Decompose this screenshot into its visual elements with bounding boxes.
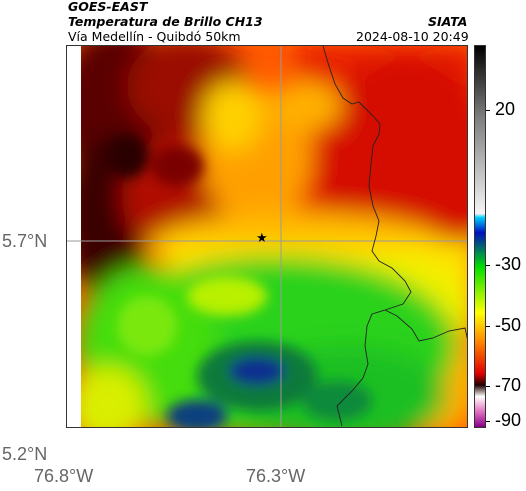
colorbar-tick: [486, 326, 490, 327]
colorbar: [474, 45, 486, 428]
colorbar-label: 20: [495, 99, 516, 119]
department-border-line: [322, 46, 412, 427]
lat-tick-label: 5.7°N: [2, 231, 48, 251]
org-label: SIATA: [428, 14, 468, 29]
route-label: Vía Medellín - Quibdó 50km: [68, 29, 241, 44]
satellite-title: GOES-EAST: [68, 0, 148, 14]
brightness-temperature-map: ★: [66, 45, 468, 428]
colorbar-label: -30: [495, 254, 522, 274]
colorbar-tick: [486, 386, 490, 387]
colorbar-label: -70: [495, 375, 522, 395]
product-title: Temperatura de Brillo CH13: [68, 14, 263, 29]
colorbar-label: -50: [495, 315, 522, 335]
colorbar-tick: [486, 265, 490, 266]
temperature-field: [81, 46, 467, 427]
datetime-label: 2024-08-10 20:49: [356, 29, 469, 44]
lat-tick-label: 5.2°N: [2, 444, 48, 464]
lon-tick-label: 76.8°W: [34, 466, 94, 486]
colorbar-tick: [486, 110, 490, 111]
colorbar-label: -90: [495, 410, 522, 430]
lon-tick-label: 76.3°W: [246, 466, 306, 486]
location-star-icon: ★: [256, 231, 268, 246]
department-border-branch: [384, 309, 467, 342]
map-svg: [67, 46, 467, 427]
colorbar-tick: [486, 421, 490, 422]
